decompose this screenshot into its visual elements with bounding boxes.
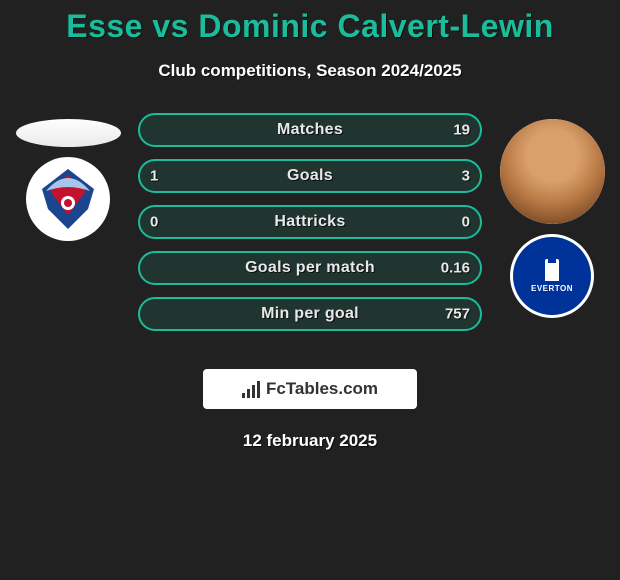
subtitle: Club competitions, Season 2024/2025 (0, 61, 620, 81)
player-right-avatar (500, 119, 605, 224)
player-left-avatar (16, 119, 121, 147)
stats-bars: Matches 19 1 Goals 3 0 Hattricks 0 Goals per mat… (138, 113, 482, 343)
stat-value-left: 1 (150, 168, 158, 185)
brand-text: FcTables.com (266, 379, 378, 399)
stat-value-right: 0.16 (441, 260, 470, 277)
stat-value-right: 0 (462, 214, 470, 231)
stat-label: Matches (277, 121, 343, 139)
stat-value-right: 19 (453, 122, 470, 139)
palace-crest-icon (26, 157, 110, 241)
comparison-card: Esse vs Dominic Calvert-Lewin Club compe… (0, 0, 620, 451)
stat-label: Goals per match (245, 259, 375, 277)
club-badge-left (26, 157, 110, 241)
stat-label: Hattricks (274, 213, 345, 231)
club-badge-right: EVERTON (510, 234, 594, 318)
player-photo-icon (500, 119, 605, 224)
stats-area: EVERTON Matches 19 1 Goals 3 0 Hattricks 0 Goals… (0, 113, 620, 353)
stat-label: Min per goal (261, 305, 359, 323)
brand-badge: FcTables.com (203, 369, 417, 409)
stat-row: 1 Goals 3 (138, 159, 482, 193)
stat-row: Goals per match 0.16 (138, 251, 482, 285)
stat-value-right: 757 (445, 306, 470, 323)
stat-value-left: 0 (150, 214, 158, 231)
stat-value-right: 3 (462, 168, 470, 185)
everton-crest-icon: EVERTON (513, 237, 591, 315)
player-right-column: EVERTON (492, 113, 612, 318)
chart-icon (242, 380, 260, 398)
stat-row: 0 Hattricks 0 (138, 205, 482, 239)
stat-row: Min per goal 757 (138, 297, 482, 331)
player-left-column (8, 113, 128, 241)
stat-row: Matches 19 (138, 113, 482, 147)
stat-label: Goals (287, 167, 333, 185)
page-title: Esse vs Dominic Calvert-Lewin (0, 8, 620, 45)
date-text: 12 february 2025 (0, 431, 620, 451)
